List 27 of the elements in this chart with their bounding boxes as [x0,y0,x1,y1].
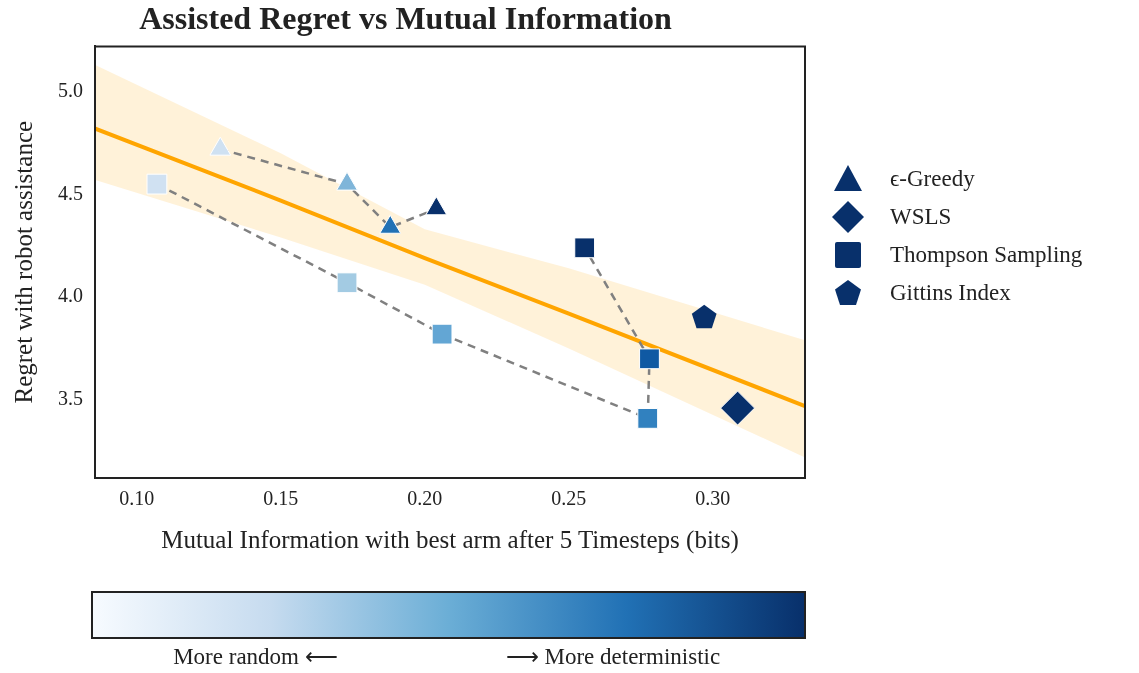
x-tick-label: 0.20 [407,487,443,510]
y-tick-label: 5.0 [58,78,83,101]
x-tick-label: 0.10 [119,487,155,510]
x-tick-label: 0.30 [695,487,731,510]
point [637,408,659,429]
y-tick-label: 4.5 [58,181,83,204]
point [336,272,358,294]
point [431,323,453,345]
legend-label: WSLS [890,204,952,230]
point [336,171,358,191]
x-tick-label: 0.15 [263,487,299,510]
x-tick-label: 0.25 [551,487,587,510]
point [209,136,232,156]
legend-label: Thompson Sampling [890,242,1083,268]
legend-label: ϵ-Greedy [890,166,975,192]
point [639,348,660,370]
text: ⟶ More deterministic [505,643,721,670]
legend-label: Gittins Index [890,280,1011,306]
y-axis-title: Regret with robot assistance [9,120,37,404]
x-axis-title: Mutual Information with best arm after 5 Timesteps (bits) [161,525,739,554]
text: More random ⟵ [173,643,338,670]
chart-title: Assisted Regret vs Mutual Information [139,0,673,37]
point [379,214,402,234]
point [720,390,756,426]
point [691,304,717,329]
y-tick-label: 4.0 [58,284,83,307]
y-tick-label: 3.5 [58,387,83,410]
